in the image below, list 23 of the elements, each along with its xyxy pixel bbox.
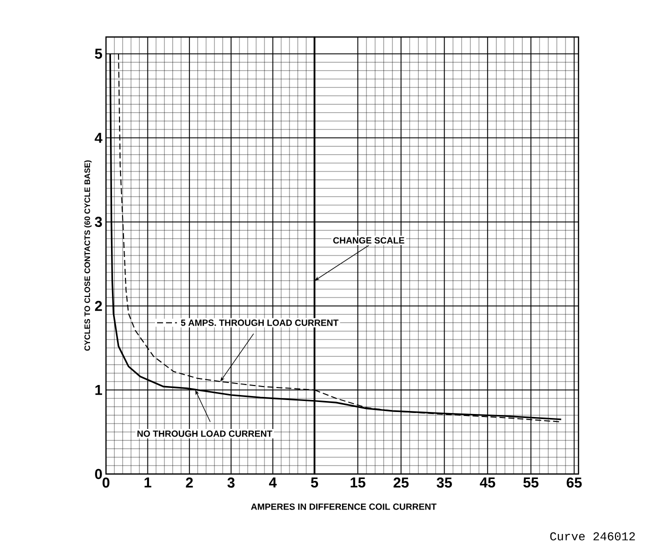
y-tick-label: 3 (94, 216, 102, 227)
x-tick-label: 4 (269, 478, 277, 488)
y-tick-label: 2 (95, 300, 102, 311)
x-axis-title: AMPERES IN DIFFERENCE COIL CURRENT (251, 504, 436, 510)
text: Curve 246012 (550, 532, 635, 540)
x-tick-label: 3 (227, 478, 235, 488)
y-tick-label: 4 (94, 132, 102, 143)
x-tick-label: 45 (480, 478, 496, 488)
ref-line-label: CHANGE SCALE (333, 237, 404, 244)
x-tick-label: 55 (523, 478, 538, 488)
x-tick-label: 15 (350, 478, 366, 488)
y-tick-label: 5 (94, 48, 102, 59)
legend-label: 5 AMPS. THROUGH LOAD CURRENT (180, 320, 338, 326)
y-tick-label: 1 (95, 385, 102, 395)
x-tick-label: 1 (144, 478, 152, 488)
x-tick-label: 35 (436, 478, 452, 488)
text: NO THROUGH LOAD CURRENT (137, 430, 272, 437)
x-tick-label: 2 (186, 478, 193, 488)
x-tick-label: 65 (566, 478, 582, 488)
x-tick-label: 25 (394, 478, 409, 488)
y-tick-label: 0 (95, 468, 102, 480)
x-tick-label: 0 (102, 478, 110, 488)
x-tick-label: 5 (310, 478, 318, 488)
